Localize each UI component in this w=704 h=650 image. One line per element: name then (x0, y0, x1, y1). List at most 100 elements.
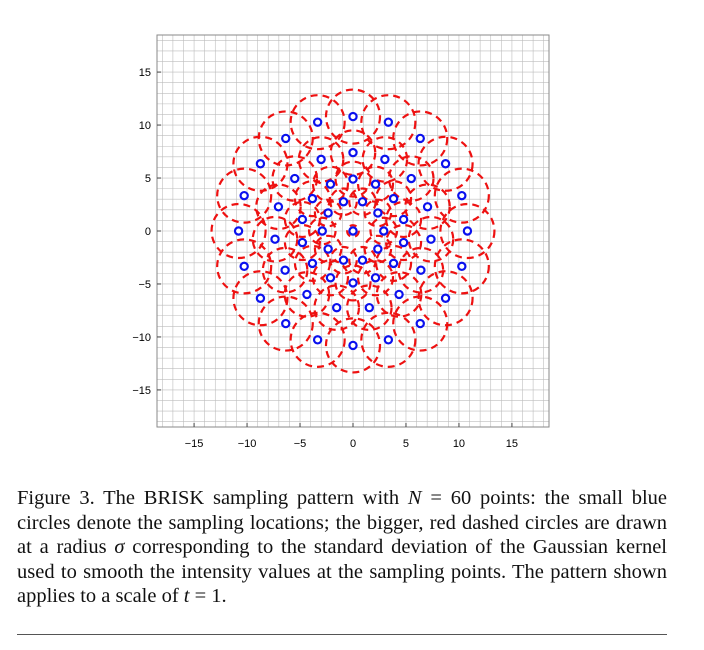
x-tick-labels: −15 −10 −5 0 5 10 15 (185, 438, 518, 450)
sampling-point (394, 289, 404, 300)
sigma-circle (375, 180, 413, 218)
sampling-point (440, 293, 451, 303)
caption-text-4: = 1. (189, 585, 227, 607)
sampling-point (457, 261, 467, 272)
caption-rule (17, 634, 667, 635)
x-tick-label: 15 (506, 438, 518, 450)
sampling-point (297, 214, 308, 225)
sigma-circle (360, 94, 417, 151)
sigma-circle (404, 183, 451, 231)
sigma-circle (216, 167, 273, 224)
sigma-circle (232, 135, 289, 192)
sigma-circle (324, 88, 382, 145)
sigma-circle (289, 311, 346, 368)
sampling-point (312, 335, 323, 345)
sampling-point (364, 302, 375, 313)
sigma-circle (360, 311, 417, 368)
y-tick-labels: 15 10 5 0 −5 −10 −15 (132, 67, 151, 397)
sampling-point (270, 234, 280, 244)
sigma-circle (387, 155, 435, 202)
sigma-circle (313, 234, 343, 264)
caption-var-sigma: σ (114, 536, 125, 558)
sigma-circle (307, 216, 337, 246)
sampling-point (325, 273, 336, 283)
sampling-point (415, 318, 425, 329)
sigma-circle (334, 264, 372, 302)
sampling-point (388, 193, 399, 204)
y-tick-label: 0 (145, 226, 151, 238)
sampling-point (457, 190, 467, 201)
sampling-point (379, 226, 389, 236)
sigma-circle (439, 202, 496, 260)
sampling-point (317, 226, 327, 236)
x-tick-label: 10 (453, 438, 465, 450)
sigma-circle (392, 295, 449, 352)
sigma-circle (417, 270, 474, 327)
sampling-point (239, 261, 249, 272)
sampling-point (331, 302, 342, 313)
sigma-circle (346, 224, 360, 238)
sampling-point (239, 190, 249, 201)
sampling-point (348, 226, 358, 236)
sigma-circle (417, 135, 474, 192)
sampling-point (348, 147, 358, 158)
sigma-circle (433, 238, 490, 295)
sigma-circle (369, 216, 399, 246)
y-tick-label: 10 (139, 120, 151, 132)
sampling-point (281, 318, 291, 329)
sigma-circle (385, 223, 423, 262)
sampling-point (440, 159, 451, 169)
sigma-circle (293, 180, 331, 218)
sampling-point (325, 179, 336, 189)
sampling-point (383, 335, 394, 345)
sigma-circle (251, 215, 299, 263)
sigma-circles (210, 88, 496, 374)
sampling-point (388, 258, 399, 269)
sampling-point (348, 174, 358, 184)
caption-label: Figure 3. (17, 487, 95, 509)
axis-ticks (157, 71, 513, 427)
sampling-point (255, 293, 266, 303)
x-tick-label: −5 (294, 438, 307, 450)
sigma-circle (348, 245, 377, 275)
sigma-circle (329, 129, 377, 176)
sigma-circle (329, 245, 358, 275)
sampling-points (233, 111, 473, 351)
sampling-point (357, 197, 368, 207)
sampling-point (348, 278, 358, 288)
sigma-circle (375, 271, 423, 318)
sampling-point (312, 117, 323, 127)
sampling-point (290, 173, 300, 184)
sampling-point (398, 237, 409, 248)
sampling-point (373, 208, 383, 218)
sigma-circle (255, 183, 302, 231)
sampling-point (462, 226, 473, 236)
sampling-point (422, 202, 433, 212)
sampling-point (323, 244, 333, 254)
sampling-point (370, 273, 381, 283)
sigma-circle (397, 246, 445, 294)
sampling-point (255, 159, 266, 169)
y-tick-label: −5 (138, 279, 151, 291)
x-tick-label: −15 (185, 438, 204, 450)
sampling-point (233, 226, 244, 236)
sigma-circle (261, 246, 309, 294)
sampling-point (426, 234, 436, 244)
x-tick-label: −10 (238, 438, 257, 450)
y-tick-label: −10 (132, 332, 151, 344)
sigma-circle (297, 136, 345, 183)
sigma-circle (324, 317, 382, 374)
sampling-point (348, 111, 358, 122)
y-tick-label: 5 (145, 173, 151, 185)
sampling-point (297, 237, 308, 248)
sampling-point (348, 340, 358, 351)
sigma-circle (311, 259, 350, 297)
sampling-point (398, 214, 409, 225)
x-tick-label: 5 (403, 438, 409, 450)
sampling-point (380, 154, 390, 165)
sigma-circle (407, 215, 455, 263)
sampling-point (316, 154, 326, 165)
sigma-circle (392, 110, 449, 167)
sigma-circle (210, 202, 267, 260)
caption-var-n: N (407, 487, 422, 509)
